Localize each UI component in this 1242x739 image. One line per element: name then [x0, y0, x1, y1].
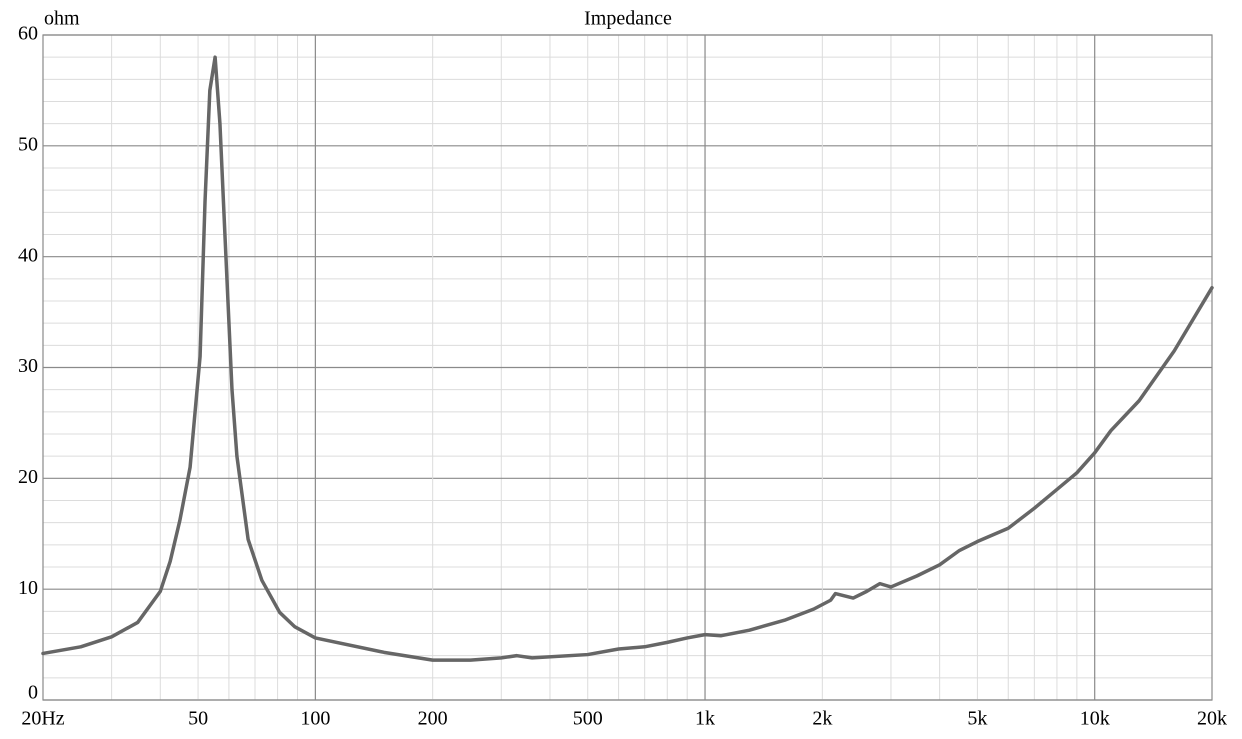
y-tick-label: 0 [28, 682, 38, 704]
y-tick-label: 50 [18, 133, 38, 155]
impedance-line [41, 55, 1214, 662]
y-tick-label: 30 [18, 355, 38, 377]
y-tick-label: 40 [18, 244, 38, 266]
x-tick-label: 2k [812, 708, 832, 730]
x-tick-label: 1k [695, 708, 715, 730]
x-tick-label: 200 [418, 708, 448, 730]
y-tick-label: 20 [18, 466, 38, 488]
x-tick-label: 20Hz [21, 708, 64, 730]
x-tick-label: 100 [300, 708, 330, 730]
x-tick-label: 50 [188, 708, 208, 730]
x-tick-label: 20k [1197, 708, 1227, 730]
y-tick-label: 60 [18, 23, 38, 45]
plot-frame [42, 34, 1213, 701]
x-tick-label: 5k [967, 708, 987, 730]
y-tick-label: 10 [18, 577, 38, 599]
chart-title: Impedance [584, 8, 672, 30]
x-tick-label: 10k [1080, 708, 1110, 730]
y-axis-label: ohm [44, 8, 80, 30]
x-tick-label: 500 [573, 708, 603, 730]
